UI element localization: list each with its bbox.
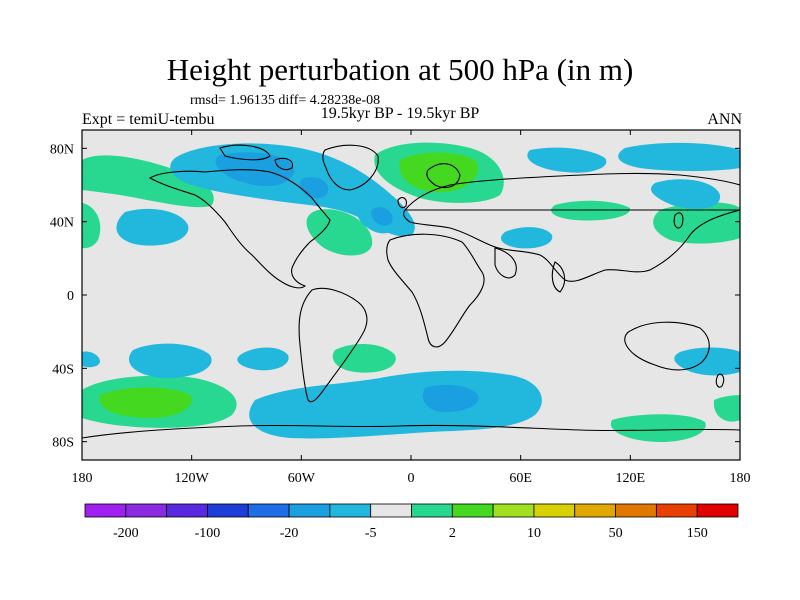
colorbar: -200 -100 -20 -5 2 10 50 150: [84, 503, 739, 541]
colorbar-swatch: [411, 503, 453, 518]
colorbar-label: 2: [449, 526, 456, 541]
period-label: 19.5kyr BP - 19.5kyr BP: [320, 105, 480, 122]
lon-tick-label: 120W: [175, 471, 210, 486]
colorbar-label: 50: [609, 526, 623, 541]
lon-tick-label: 60E: [509, 471, 532, 486]
colorbar-swatch: [166, 503, 208, 518]
lat-tick-label: 0: [67, 289, 74, 304]
stats-label: rmsd= 1.96135 diff= 4.28238e-08: [190, 93, 381, 108]
colorbar-swatch: [655, 503, 698, 518]
figure-title: Height perturbation at 500 hPa (in m): [166, 52, 634, 87]
colorbar-swatch: [574, 503, 616, 518]
colorbar-swatch: [451, 503, 494, 518]
lat-tick-label: 40S: [52, 362, 74, 377]
experiment-label: Expt = temiU-tembu: [82, 111, 215, 128]
lat-tick-label: 80S: [52, 436, 74, 451]
lat-tick-label: 40N: [50, 216, 74, 231]
colorbar-swatch: [207, 503, 249, 518]
colorbar-swatch: [615, 503, 657, 518]
colorbar-label: 150: [687, 526, 708, 541]
lon-tick-label: 180: [730, 471, 751, 486]
lat-tick-label: 80N: [50, 142, 74, 157]
colorbar-swatch: [247, 503, 290, 518]
season-label: ANN: [707, 111, 742, 128]
colorbar-label: -20: [280, 526, 299, 541]
colorbar-swatch: [370, 503, 412, 518]
colorbar-label: -200: [113, 526, 139, 541]
colorbar-swatch: [533, 503, 576, 518]
lon-tick-label: 180: [72, 471, 93, 486]
colorbar-label: -100: [195, 526, 221, 541]
coastlines: [82, 144, 740, 439]
strong-positive-regions: [99, 152, 479, 418]
colorbar-swatch: [696, 503, 739, 518]
colorbar-swatch: [288, 503, 331, 518]
lon-tick-label: 120E: [616, 471, 646, 486]
lon-tick-label: 0: [408, 471, 415, 486]
contour-field: [82, 130, 740, 460]
colorbar-label: 10: [527, 526, 541, 541]
colorbar-swatch: [329, 503, 372, 518]
colorbar-swatch: [84, 503, 127, 518]
colorbar-label: -5: [365, 526, 377, 541]
colorbar-swatch: [492, 503, 535, 518]
axis-ticks: 80N 40N 0 40S 80S 180 120W 60W 0 60E 120E 180: [50, 130, 751, 486]
colorbar-swatch: [125, 503, 168, 518]
lon-tick-label: 60W: [288, 471, 316, 486]
